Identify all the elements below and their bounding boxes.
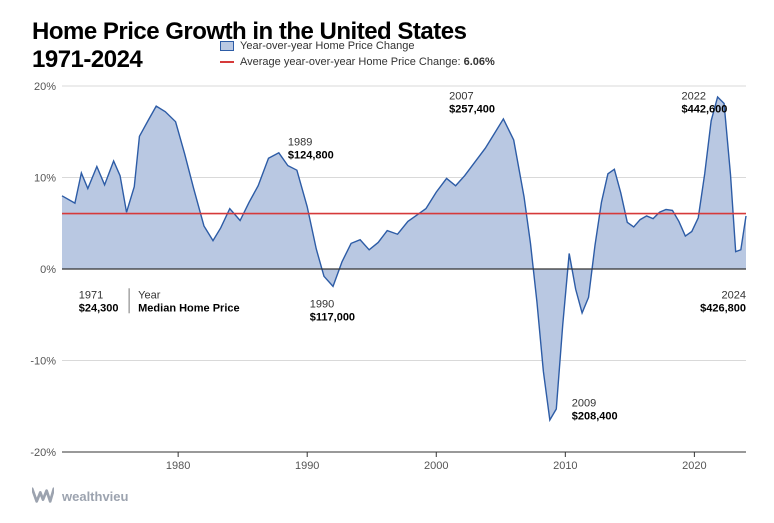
legend-average: Average year-over-year Home Price Change… — [220, 54, 495, 70]
ann-2022-year: 2022 — [681, 91, 705, 103]
series-area — [62, 97, 746, 420]
legend-series: Year-over-year Home Price Change — [220, 38, 495, 54]
chart-svg: -20%-10%0%10%20%198019902000201020201989… — [36, 82, 746, 462]
ann-1989-year: 1989 — [288, 136, 312, 148]
xtick-label: 2010 — [553, 460, 577, 472]
brand-logo-icon — [32, 487, 54, 505]
ann-2009-year: 2009 — [572, 397, 596, 409]
ann-2024-year: 2024 — [722, 289, 746, 301]
legkey-value: $24,300 — [79, 302, 119, 314]
ann-2007-year: 2007 — [449, 91, 473, 103]
xtick-label: 2000 — [424, 460, 448, 472]
ann-1990-value: $117,000 — [310, 311, 355, 323]
ytick-label: 0% — [40, 264, 56, 276]
ytick-label: -10% — [30, 356, 56, 368]
brand-name: wealthvieu — [62, 489, 128, 504]
legkey-top: Year — [138, 289, 161, 301]
xtick-label: 1980 — [166, 460, 190, 472]
xtick-label: 1990 — [295, 460, 319, 472]
ytick-label: 10% — [34, 173, 56, 185]
avg-swatch — [220, 61, 234, 63]
legkey-year: 1971 — [79, 289, 103, 301]
brand: wealthvieu — [32, 487, 128, 505]
chart-legend: Year-over-year Home Price Change Average… — [220, 38, 495, 70]
legend-avg-label: Average year-over-year Home Price Change… — [240, 56, 495, 68]
ytick-label: -20% — [30, 447, 56, 459]
ann-1989-value: $124,800 — [288, 149, 334, 161]
legend-series-label: Year-over-year Home Price Change — [240, 40, 414, 52]
ytick-label: 20% — [34, 81, 56, 93]
ann-2022-value: $442,600 — [681, 104, 727, 116]
series-swatch — [220, 41, 234, 51]
ann-2009-value: $208,400 — [572, 410, 618, 422]
chart-area: -20%-10%0%10%20%198019902000201020201989… — [36, 82, 746, 462]
legkey-bottom: Median Home Price — [138, 302, 239, 314]
ann-1990-year: 1990 — [310, 298, 334, 310]
xtick-label: 2020 — [682, 460, 706, 472]
ann-2007-value: $257,400 — [449, 104, 495, 116]
ann-2024-value: $426,800 — [700, 302, 746, 314]
